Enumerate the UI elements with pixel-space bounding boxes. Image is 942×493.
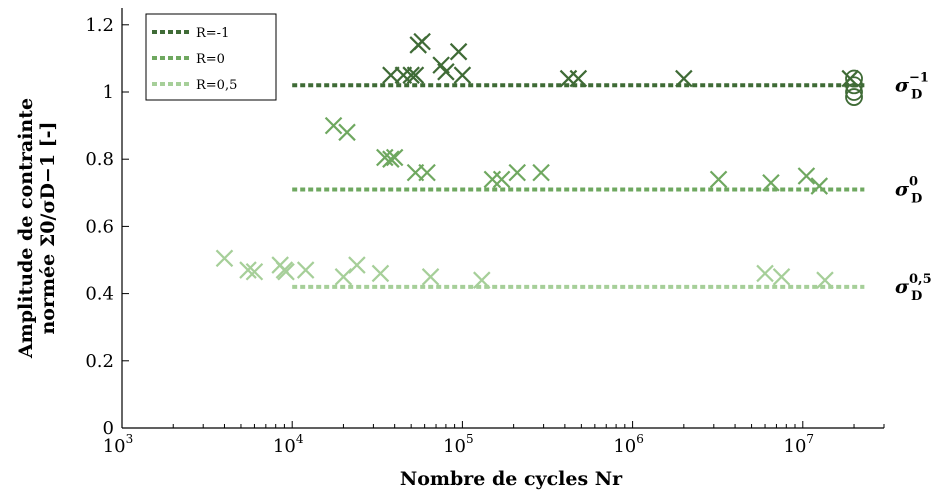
endurance-limit-lines xyxy=(292,83,865,289)
y-tick-label: 0.4 xyxy=(85,284,114,305)
data-points xyxy=(215,32,863,289)
data-point-cross xyxy=(338,123,356,142)
data-point-cross xyxy=(709,170,728,189)
endurance-limit-label: σ−1 D xyxy=(895,70,929,102)
data-point-cross xyxy=(569,69,588,88)
data-point-cross xyxy=(421,268,440,286)
data-point-cross xyxy=(437,63,455,81)
data-point-cross xyxy=(215,249,234,268)
y-tick-label: 1 xyxy=(103,82,114,103)
runout-circle xyxy=(845,69,863,88)
runout-circle xyxy=(845,88,863,106)
data-point-cross xyxy=(385,148,404,167)
x-axis-title: Nombre de cycles Nr xyxy=(400,468,623,490)
data-point-cross xyxy=(324,116,343,135)
data-point-cross xyxy=(277,262,295,281)
data-point-cross xyxy=(382,66,400,84)
data-point-cross xyxy=(762,173,780,192)
data-point-cross xyxy=(816,271,834,289)
data-point-cross xyxy=(453,66,472,84)
y-tick-label: 1.2 xyxy=(85,15,114,36)
data-point-cross xyxy=(418,163,436,182)
data-point-cross xyxy=(334,268,353,286)
legend: R=-1 R=0 R=0,5 xyxy=(145,13,277,101)
legend-label: R=-1 xyxy=(196,26,229,41)
data-point-cross xyxy=(239,261,257,279)
y-tick-label: 0 xyxy=(103,418,114,439)
data-point-cross xyxy=(532,163,550,182)
data-point-cross xyxy=(756,264,774,283)
data-point-cross xyxy=(810,177,829,195)
x-tick-label: 104 xyxy=(273,432,304,457)
runout-circle xyxy=(845,83,863,101)
runout-circle xyxy=(845,76,863,95)
data-point-cross xyxy=(797,167,816,185)
data-point-cross xyxy=(348,256,366,274)
y-tick-label: 0.2 xyxy=(85,351,114,372)
data-point-cross xyxy=(473,271,491,289)
endurance-limit-labels: σ−1 D σ0 D σ0,5 D xyxy=(895,70,932,304)
data-point-cross xyxy=(449,42,468,61)
data-point-cross xyxy=(296,261,315,279)
data-point-cross xyxy=(483,170,502,189)
data-point-cross xyxy=(245,262,264,281)
legend-label: R=0 xyxy=(196,52,225,67)
legend-box xyxy=(145,13,277,101)
data-point-cross xyxy=(492,170,511,189)
y-axis-title-line2: normée Σ0/σD−1 [-] xyxy=(37,121,59,334)
endurance-limit-label: σ0,5 D xyxy=(895,272,932,304)
x-tick-label: 106 xyxy=(613,432,644,457)
data-point-cross xyxy=(402,66,420,84)
data-point-cross xyxy=(508,163,527,182)
y-tick-label: 0.8 xyxy=(85,149,114,170)
legend-label: R=0,5 xyxy=(196,78,237,93)
y-axis-title-line1: Amplitude de contrainte xyxy=(15,98,37,359)
endurance-limit-label: σ0 D xyxy=(895,174,922,206)
data-point-cross xyxy=(675,69,693,88)
data-point-cross xyxy=(413,32,431,51)
data-point-cross xyxy=(371,264,390,283)
x-tick-label: 107 xyxy=(784,432,815,457)
data-point-cross xyxy=(382,150,400,168)
y-tick-label: 0.6 xyxy=(85,216,114,237)
data-point-cross xyxy=(772,268,791,286)
data-point-cross xyxy=(406,66,425,84)
x-tick-label: 105 xyxy=(443,432,474,457)
chart-axes xyxy=(121,8,884,429)
